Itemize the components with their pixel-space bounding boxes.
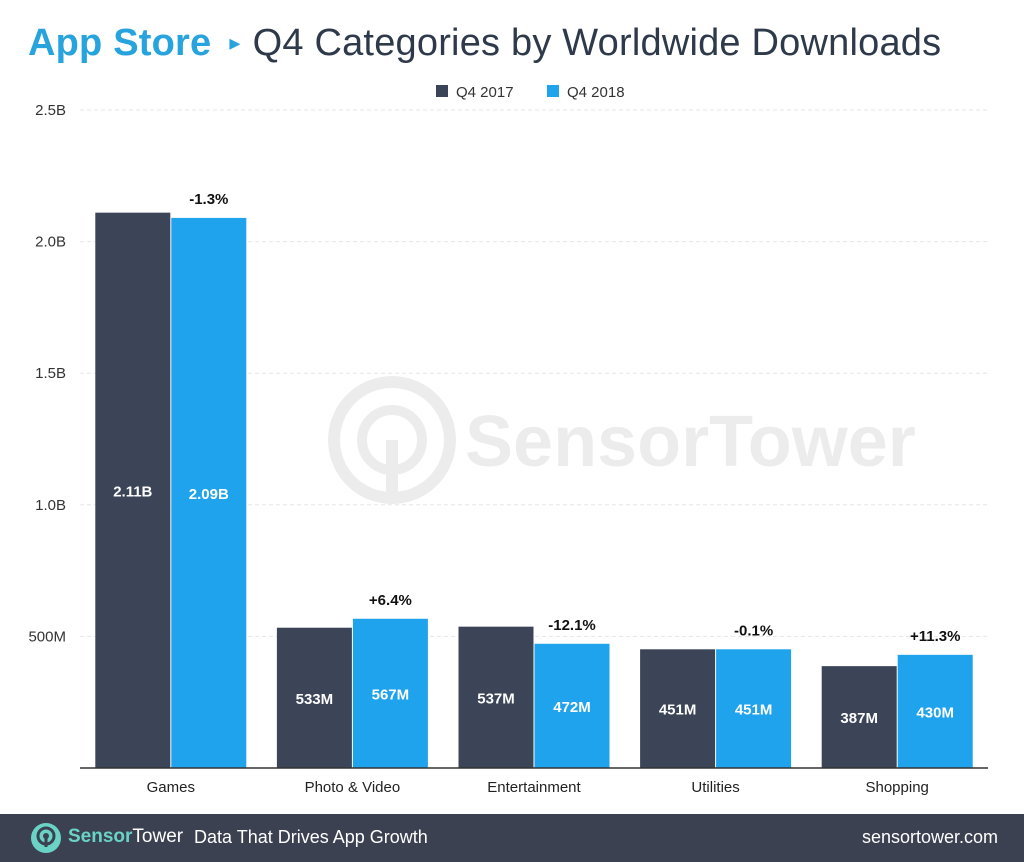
data-labels: 2.11B 2.09B -1.3% 533M 567M +6.4% 537M 472M -12.…	[113, 191, 960, 727]
x-tick-label: Games	[147, 779, 195, 796]
watermark: SensorTower	[328, 376, 916, 504]
legend-label: Q4 2018	[567, 84, 625, 101]
bar-utilities-q4-2017	[640, 649, 716, 768]
store-name: App Store	[28, 21, 212, 64]
bar-value-label: 2.11B	[113, 483, 152, 500]
breadcrumb-separator-icon: ▸	[229, 30, 241, 55]
bar-shopping-q4-2017	[821, 666, 897, 768]
bar-utilities-q4-2018	[716, 649, 792, 768]
footer-brand-tower: Tower	[132, 826, 184, 847]
change-label: -12.1%	[548, 617, 596, 634]
bar-value-label: 2.09B	[189, 486, 229, 503]
y-tick-label: 2.0B	[35, 234, 66, 251]
change-label: -1.3%	[189, 191, 228, 208]
x-tick-label: Shopping	[865, 779, 928, 796]
footer-site-link[interactable]: sensortower.com	[861, 827, 998, 847]
sensortower-logo-icon	[31, 823, 61, 853]
x-axis: Games Photo & Video Entertainment Utilities…	[80, 767, 988, 796]
x-tick-label: Photo & Video	[305, 779, 401, 796]
bars	[95, 212, 973, 769]
chart-title: Q4 Categories by Worldwide Downloads	[252, 21, 942, 64]
bar-entertainment-q4-2017	[458, 626, 534, 768]
legend-swatch-q4-2017	[436, 85, 448, 97]
bar-value-label: 533M	[296, 691, 334, 708]
footer-brand-sensor: Sensor	[68, 826, 133, 847]
bar-photo-video-q4-2017	[276, 627, 352, 768]
gridlines	[80, 109, 988, 637]
legend-label: Q4 2017	[456, 84, 514, 101]
y-axis-ticks: 500M 1.0B 1.5B 2.0B 2.5B	[28, 102, 66, 645]
bar-shopping-q4-2018	[897, 654, 973, 768]
bar-value-label: 537M	[477, 690, 515, 707]
y-tick-label: 2.5B	[35, 102, 66, 119]
change-label: +11.3%	[910, 628, 960, 645]
bar-value-label: 567M	[372, 686, 410, 703]
bar-value-label: 472M	[553, 699, 591, 716]
legend-swatch-q4-2018	[547, 85, 559, 97]
bar-photo-video-q4-2018	[352, 618, 428, 768]
bar-games-q4-2018	[171, 217, 247, 769]
page-title: App Store ▸ Q4 Categories by Worldwide D…	[28, 18, 941, 68]
y-tick-label: 1.5B	[35, 365, 66, 382]
bar-value-label: 451M	[735, 702, 773, 719]
footer: SensorTower Data That Drives App Growth …	[0, 814, 1024, 862]
x-tick-label: Utilities	[691, 779, 739, 796]
bar-games-q4-2017	[95, 212, 171, 768]
x-tick-label: Entertainment	[487, 779, 581, 796]
y-tick-label: 1.0B	[35, 497, 66, 514]
footer-brand[interactable]: SensorTower	[68, 826, 183, 848]
bar-entertainment-q4-2018	[534, 643, 610, 768]
footer-tagline: Data That Drives App Growth	[194, 827, 428, 847]
change-label: +6.4%	[369, 592, 412, 609]
legend: Q4 2017 Q4 2018	[436, 84, 625, 101]
bar-value-label: 451M	[659, 702, 697, 719]
change-label: -0.1%	[734, 622, 773, 639]
bar-value-label: 387M	[840, 710, 878, 727]
watermark-text: SensorTower	[465, 402, 916, 482]
y-tick-label: 500M	[28, 628, 66, 645]
watermark-logo-icon	[328, 376, 456, 504]
bar-value-label: 430M	[916, 704, 954, 721]
bar-chart: SensorTower 500M 1.0B 1.5B 2.0B 2.5B Q4 2017…	[28, 84, 988, 796]
